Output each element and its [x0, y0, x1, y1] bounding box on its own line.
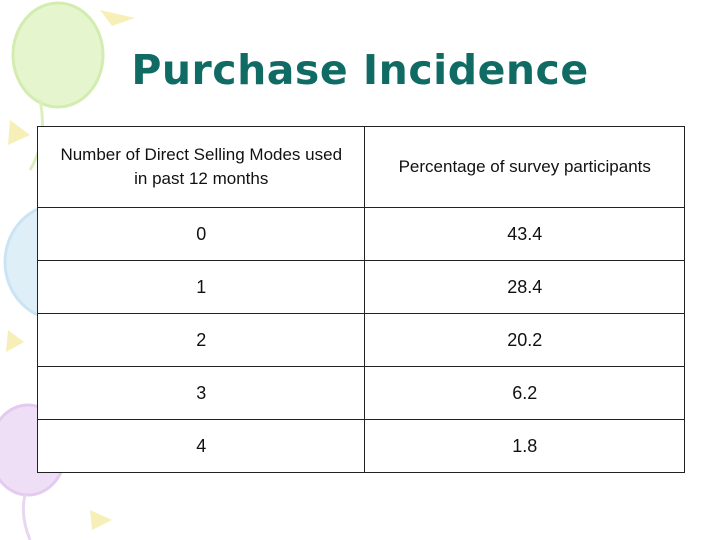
- column-header-modes: Number of Direct Selling Modes used in p…: [36, 126, 366, 208]
- column-header-percentage: Percentage of survey participants: [364, 126, 685, 208]
- table-row: 1 28.4: [36, 260, 685, 314]
- percentage-cell: 6.2: [364, 366, 685, 420]
- slide-title: Purchase Incidence: [131, 46, 589, 94]
- percentage-cell: 20.2: [364, 313, 685, 367]
- percentage-cell: 28.4: [364, 260, 685, 314]
- modes-cell: 2: [36, 313, 366, 367]
- modes-cell: 0: [36, 207, 366, 261]
- percentage-cell: 43.4: [364, 207, 685, 261]
- modes-cell: 3: [36, 366, 366, 420]
- table-row: 4 1.8: [36, 419, 685, 473]
- balloon-green-icon: [11, 1, 105, 109]
- table-row: 3 6.2: [36, 366, 685, 420]
- percentage-cell: 1.8: [364, 419, 685, 473]
- table-header-row: Number of Direct Selling Modes used in p…: [36, 126, 685, 208]
- table-row: 0 43.4: [36, 207, 685, 261]
- streamer-icon: [100, 10, 135, 26]
- table-row: 2 20.2: [36, 313, 685, 367]
- data-table: Number of Direct Selling Modes used in p…: [36, 126, 685, 473]
- modes-cell: 4: [36, 419, 366, 473]
- modes-cell: 1: [36, 260, 366, 314]
